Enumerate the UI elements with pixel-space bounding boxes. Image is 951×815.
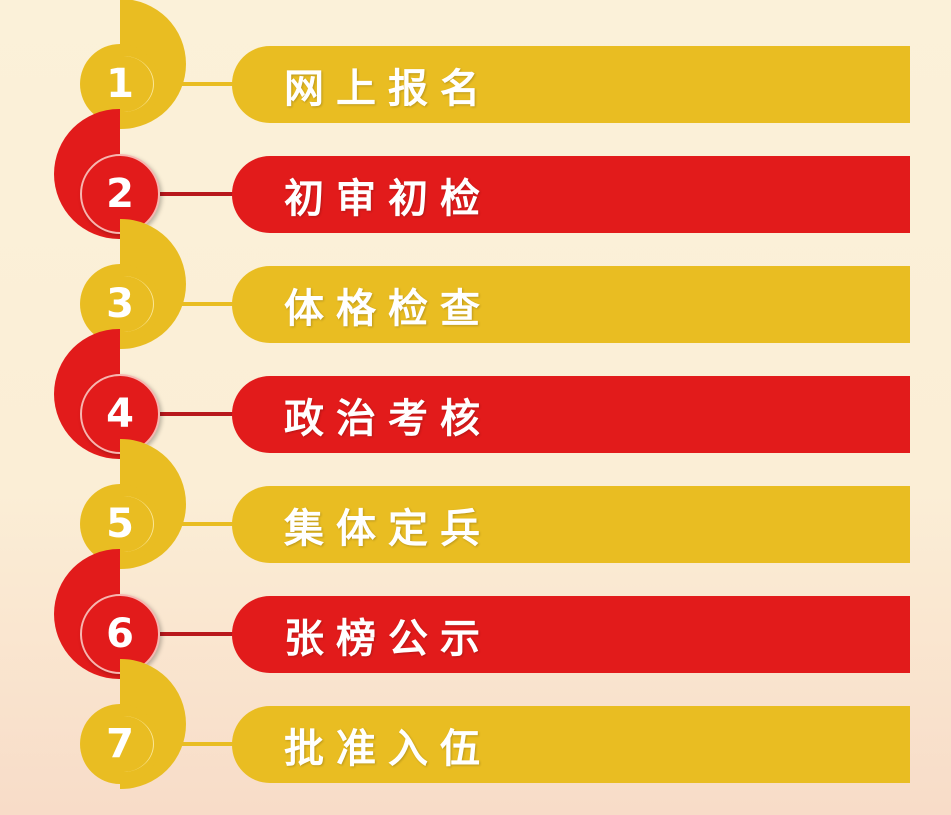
step-number-circle: 1: [80, 44, 160, 124]
step-label-bar: 网上报名: [232, 46, 910, 123]
connector-line: [160, 82, 240, 86]
step-number: 7: [106, 721, 134, 767]
step-number: 4: [106, 391, 134, 437]
step-number-circle: 5: [80, 484, 160, 564]
connector-line: [160, 632, 240, 636]
step-number-circle: 7: [80, 704, 160, 784]
step-row: 7 批准入伍: [0, 659, 951, 814]
step-label-bar: 初审初检: [232, 156, 910, 233]
step-number: 5: [106, 501, 134, 547]
connector-line: [160, 412, 240, 416]
connector-line: [160, 302, 240, 306]
step-label: 体格检查: [284, 285, 492, 332]
step-number: 6: [106, 611, 134, 657]
step-row: 1 网上报名: [0, 0, 951, 154]
step-label-bar: 政治考核: [232, 376, 910, 453]
step-number-circle: 4: [80, 374, 160, 454]
step-label: 批准入伍: [284, 725, 492, 772]
step-label: 初审初检: [284, 175, 492, 222]
step-label: 网上报名: [284, 65, 492, 112]
step-row: 4 政治考核: [0, 329, 951, 484]
connector-line: [160, 522, 240, 526]
step-label-bar: 体格检查: [232, 266, 910, 343]
connector-line: [160, 192, 240, 196]
step-label-bar: 集体定兵: [232, 486, 910, 563]
step-label: 张榜公示: [284, 615, 492, 662]
step-label-bar: 张榜公示: [232, 596, 910, 673]
step-number: 2: [106, 171, 134, 217]
step-row: 5 集体定兵: [0, 439, 951, 594]
connector-line: [160, 742, 240, 746]
step-label: 集体定兵: [284, 505, 492, 552]
step-number-circle: 3: [80, 264, 160, 344]
step-label-bar: 批准入伍: [232, 706, 910, 783]
step-number: 3: [106, 281, 134, 327]
step-label: 政治考核: [284, 395, 492, 442]
step-row: 3 体格检查: [0, 219, 951, 374]
step-number: 1: [106, 61, 134, 107]
step-row: 6 张榜公示: [0, 549, 951, 704]
